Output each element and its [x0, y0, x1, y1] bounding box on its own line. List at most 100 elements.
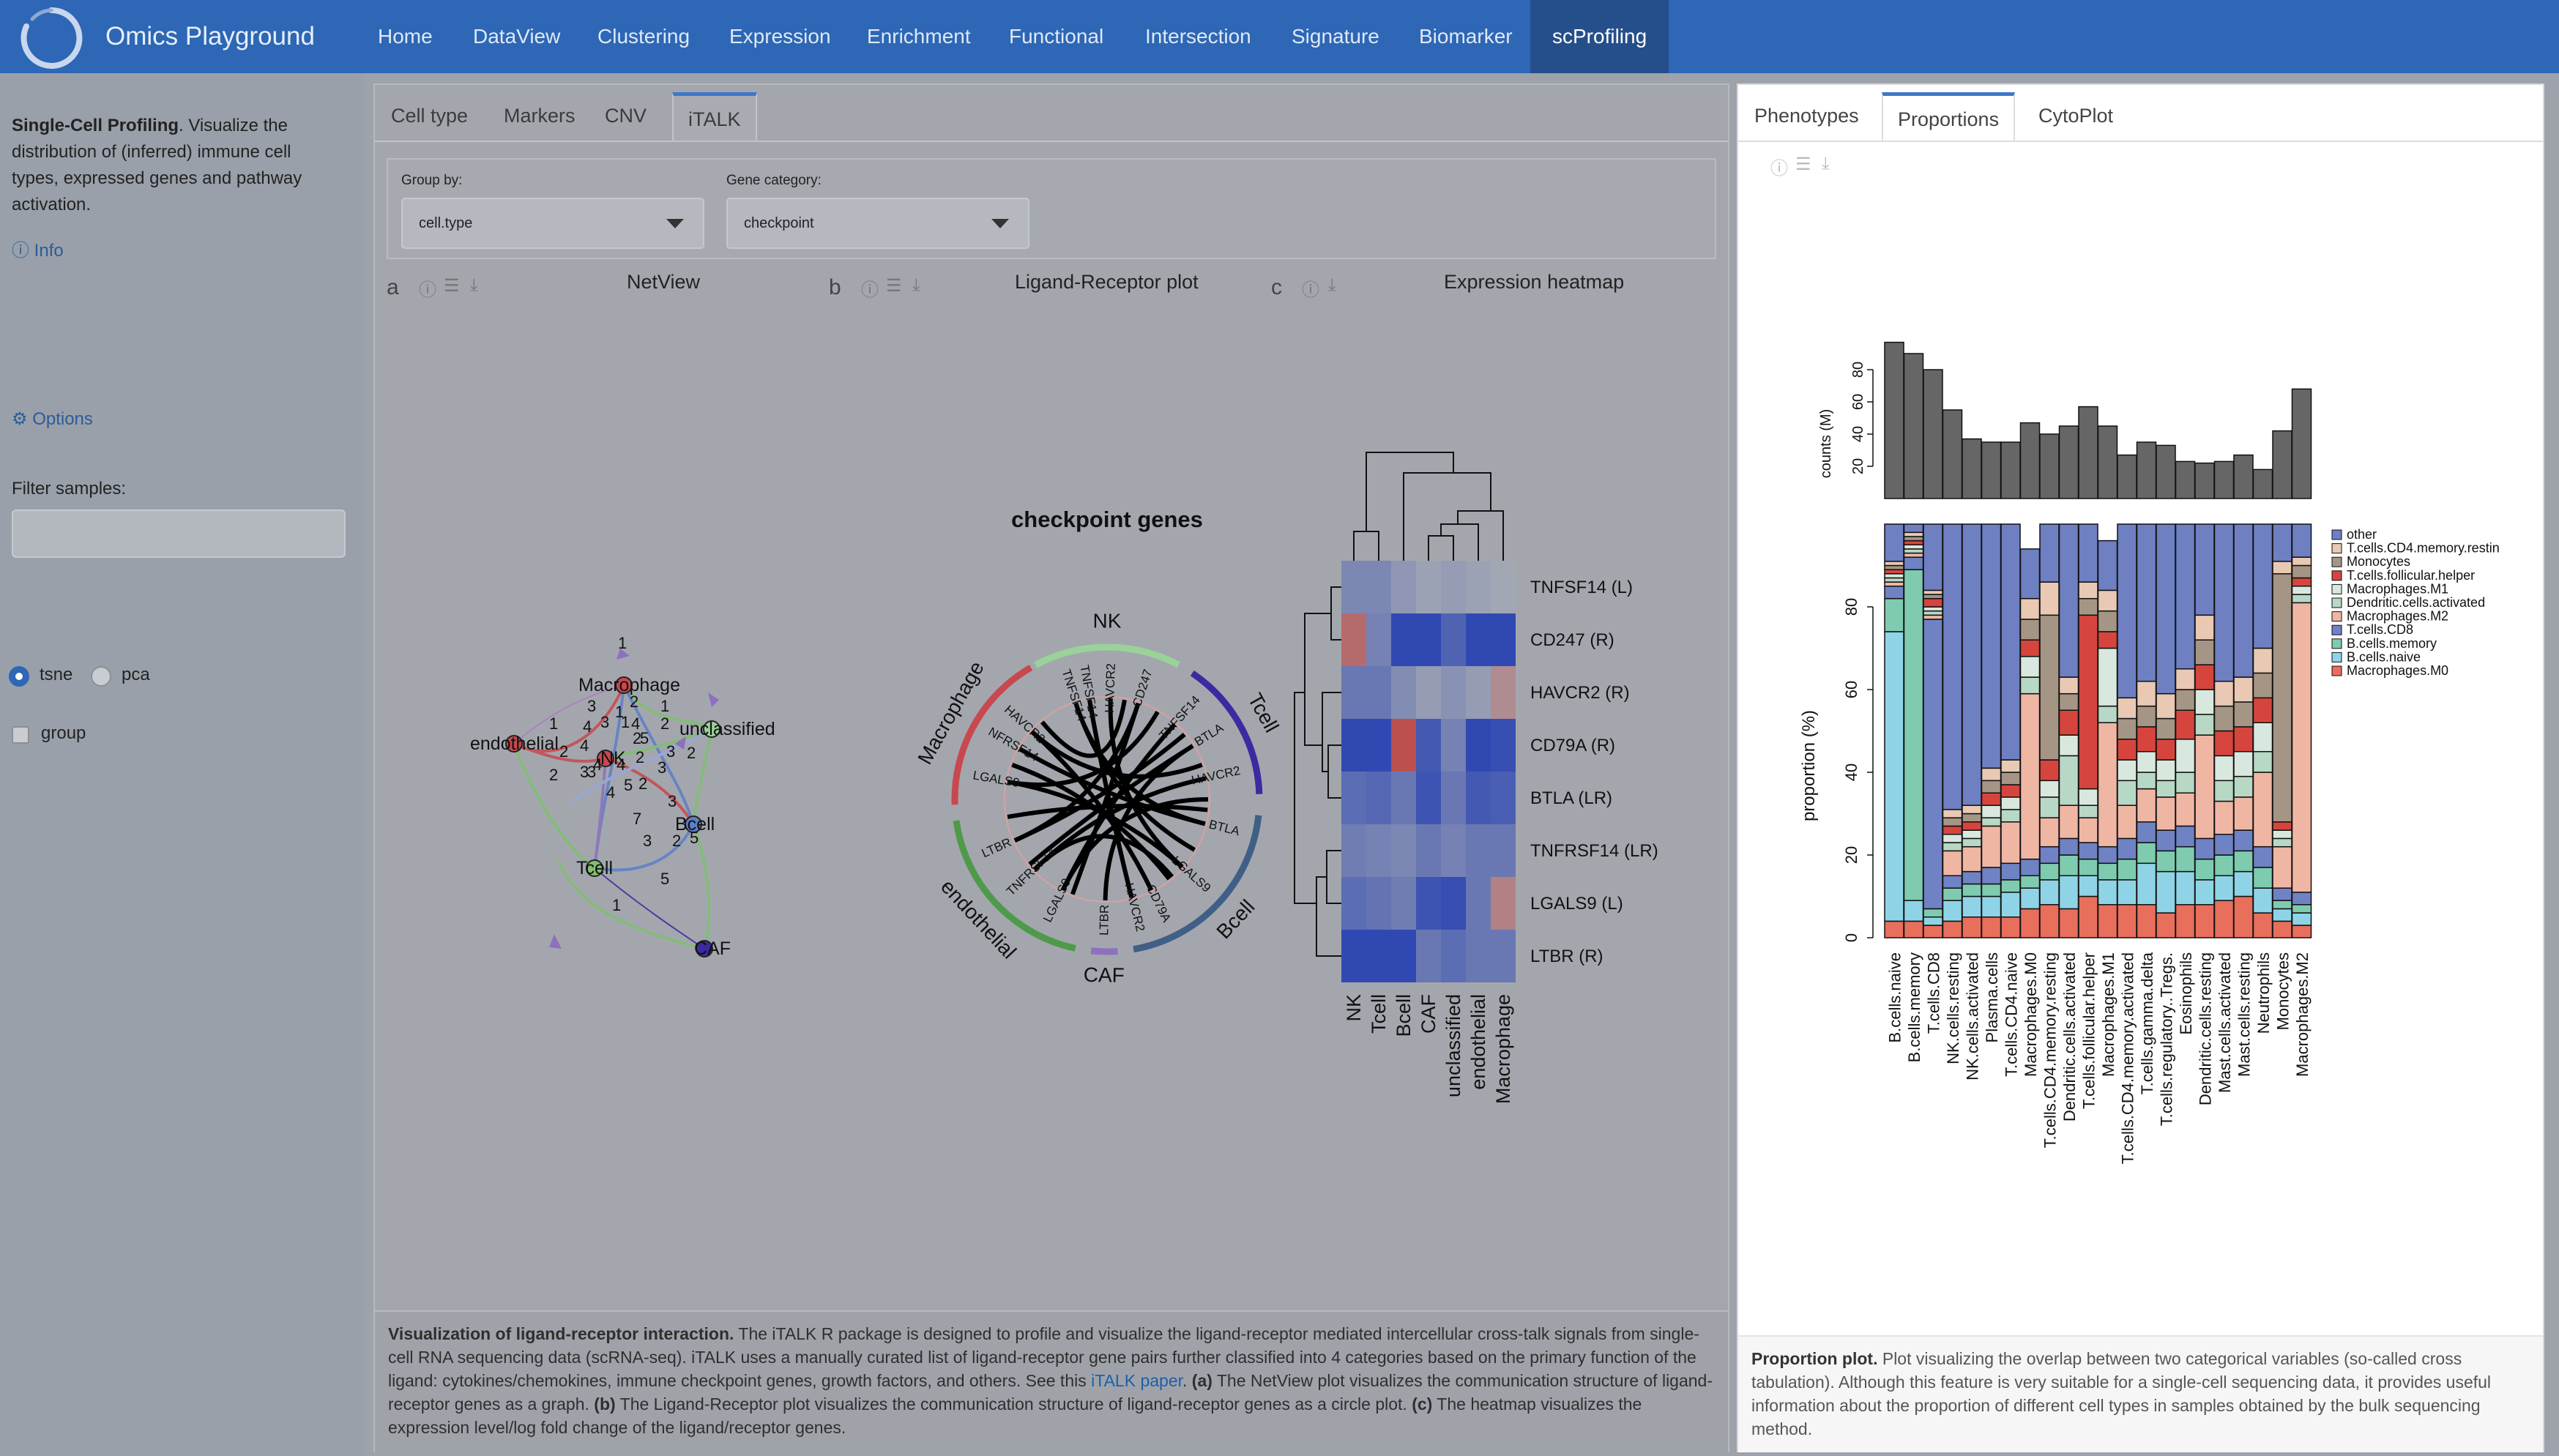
tab-cell-type[interactable]: Cell type: [391, 105, 469, 127]
options-link[interactable]: ⚙ Options: [12, 408, 93, 430]
group-checkbox[interactable]: [12, 726, 29, 744]
proportion-segment: [2194, 523, 2215, 616]
panel-c-title: Expression heatmap: [1444, 271, 1625, 293]
nav-home[interactable]: Home: [378, 25, 433, 48]
proportion-segment: [1903, 536, 1924, 542]
heatmap-row-label: BTLA (LR): [1530, 788, 1612, 808]
desc-a-text: The NetView plot visualizes the communic…: [388, 1371, 1713, 1414]
nav-clustering[interactable]: Clustering: [597, 25, 690, 48]
edge-label: 3: [666, 742, 675, 761]
menu-icon[interactable]: ☰: [1795, 154, 1811, 174]
gear-icon: ⚙: [12, 409, 28, 429]
circos-sector-arc: [1034, 643, 1180, 668]
edge-label: 4: [580, 736, 589, 755]
edge-label: 1: [660, 697, 669, 715]
proportion-segment: [2175, 709, 2196, 740]
circos-sector-arc: [1090, 947, 1118, 955]
info-link[interactable]: ⓘ Info: [12, 236, 64, 261]
heatmap-row-label: HAVCR2 (R): [1530, 683, 1630, 703]
proportion-segment: [2233, 676, 2254, 703]
proportion-segment: [2097, 647, 2118, 707]
module-description-text: . Visualize the distribution of (inferre…: [12, 116, 302, 214]
app-title[interactable]: Omics Playground: [105, 22, 315, 51]
proportion-segment: [2000, 759, 2021, 773]
tab-cytoplot[interactable]: CytoPlot: [2038, 105, 2114, 127]
radio-tsne-label: tsne: [40, 665, 73, 684]
proportion-segment: [2000, 892, 2021, 918]
proportion-segment: [2019, 639, 2041, 657]
info-icon[interactable]: ⓘ: [1302, 280, 1319, 300]
circos-chord: [1007, 804, 1208, 819]
proportion-segment: [2117, 837, 2137, 860]
proportion-segment: [2233, 870, 2254, 897]
circos-gene-label: BTLA: [1207, 818, 1241, 839]
radio-pca[interactable]: [91, 666, 111, 687]
edge-label: 2: [559, 742, 568, 761]
legend-label: Monocytes: [2347, 554, 2410, 569]
proportion-segment: [2252, 867, 2273, 889]
nav-intersection[interactable]: Intersection: [1145, 25, 1251, 48]
tab-proportions[interactable]: Proportions: [1882, 92, 2016, 141]
proportion-segment: [2213, 780, 2235, 802]
nav-functional[interactable]: Functional: [1009, 25, 1104, 48]
tab-phenotypes[interactable]: Phenotypes: [1754, 105, 1859, 127]
heatmap-cell: [1416, 666, 1441, 719]
info-icon[interactable]: ⓘ: [861, 280, 879, 300]
edge-label: 2: [660, 714, 669, 733]
nav-signature[interactable]: Signature: [1292, 25, 1379, 48]
nav-enrichment[interactable]: Enrichment: [867, 25, 971, 48]
legend-swatch: [2331, 556, 2342, 567]
gene-category-select[interactable]: checkpoint: [726, 198, 1029, 249]
heatmap-cell: [1491, 824, 1516, 877]
proportion-segment: [2156, 692, 2176, 720]
download-icon[interactable]: ⤓: [912, 275, 920, 295]
proportion-segment: [2078, 842, 2098, 860]
heatmap-cell: [1341, 772, 1366, 824]
filter-samples-input[interactable]: [12, 509, 346, 558]
heatmap-cell: [1366, 772, 1391, 824]
info-icon[interactable]: ⓘ: [419, 280, 436, 300]
download-icon[interactable]: ⤓: [1328, 275, 1336, 295]
panel-a-letter: a: [387, 275, 399, 299]
nav-dataview[interactable]: DataView: [473, 25, 561, 48]
proportion-segment: [2000, 821, 2021, 865]
download-icon[interactable]: ⤓: [470, 275, 478, 295]
heatmap-cell: [1366, 930, 1391, 982]
xtick-label: Monocytes: [2273, 952, 2292, 1030]
circos-sector-label: NK: [1093, 609, 1122, 632]
info-icon[interactable]: ⓘ: [1770, 159, 1788, 179]
count-bar: [2291, 388, 2312, 499]
download-icon[interactable]: ⤓: [1822, 154, 1830, 173]
nav-scprofiling[interactable]: scProfiling: [1530, 0, 1669, 73]
menu-icon[interactable]: ☰: [444, 276, 460, 296]
nav-biomarker[interactable]: Biomarker: [1419, 25, 1513, 48]
proportion-segment: [1942, 817, 1963, 827]
tab-markers[interactable]: Markers: [504, 105, 576, 127]
radio-tsne[interactable]: [9, 666, 29, 687]
group-by-select[interactable]: cell.type: [401, 198, 704, 249]
heatmap-cell: [1366, 666, 1391, 719]
desc-b-text: The Ligand-Receptor plot visualizes the …: [615, 1395, 1412, 1414]
heatmap-cell: [1466, 613, 1491, 666]
tab-italk[interactable]: iTALK: [672, 92, 757, 141]
menu-icon[interactable]: ☰: [886, 276, 902, 296]
italk-paper-link[interactable]: iTALK paper: [1091, 1371, 1182, 1390]
app-logo-icon[interactable]: [18, 4, 85, 69]
tab-cnv[interactable]: CNV: [605, 105, 647, 127]
legend-swatch: [2331, 529, 2342, 540]
xtick-label: T.cells.CD4.memory.activated: [2118, 952, 2137, 1164]
column-dendrogram: [1366, 452, 1454, 531]
nav-expression[interactable]: Expression: [729, 25, 831, 48]
proportion-desc-text: Plot visualizing the overlap between two…: [1751, 1349, 2492, 1438]
proportion-segment: [2136, 904, 2157, 938]
proportion-segment: [1884, 631, 1904, 922]
proportion-segment: [2175, 772, 2196, 794]
proportion-segment: [2019, 908, 2041, 938]
proportion-segment: [2272, 900, 2292, 910]
proportion-segment: [2213, 854, 2235, 876]
proportion-segment: [2039, 879, 2060, 906]
proportion-segment: [2136, 862, 2157, 906]
row-dendrogram: [1330, 586, 1341, 641]
circos-sector-label: Macrophage: [913, 657, 988, 768]
heatmap-cell: [1441, 561, 1466, 613]
